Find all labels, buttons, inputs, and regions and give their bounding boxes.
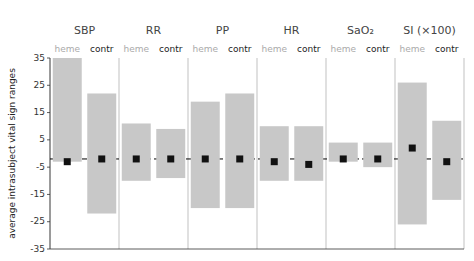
dot [167,155,174,162]
range-bar [294,126,323,181]
range-bar [225,93,254,208]
dot [98,155,105,162]
y-tick-label: 15 [34,107,45,117]
column-label: contr [366,44,390,54]
dot [340,155,347,162]
chart: -35 -25 -15 -5 5 15 25 35 average intrasubject v… [0,0,474,261]
group-label: SI (×100) [403,24,456,37]
range-bar [432,121,461,200]
y-tick-label: -25 [30,216,45,226]
range-bar [363,143,392,168]
column-label: contr [159,44,183,54]
group-label: SaO₂ [347,24,374,37]
group-label: RR [146,24,162,37]
group-separator [119,58,120,249]
column-label: contr [435,44,459,54]
group-separator [188,58,189,249]
range-bar [87,93,116,213]
range-bar [260,126,289,181]
y-tick-label: -35 [30,244,45,254]
x-axis [50,249,464,250]
y-tick-label: 35 [34,53,45,63]
y-tick-label: 25 [34,80,45,90]
plot-marks [50,58,464,224]
column-label: contr [228,44,252,54]
range-bar [329,143,358,162]
y-tick [47,112,50,113]
y-tick-label: 5 [39,134,45,144]
range-bar [122,123,151,180]
dot [236,155,243,162]
column-label: contr [297,44,321,54]
y-tick [47,139,50,140]
group-separator [464,58,465,249]
y-tick [47,167,50,168]
group-separator [50,58,51,249]
column-label: heme [261,44,287,54]
column-label: heme [54,44,80,54]
dot [409,145,416,152]
range-bar [398,83,427,225]
group-separator [257,58,258,249]
group-separator [326,58,327,249]
column-label: contr [90,44,114,54]
dot [133,155,140,162]
range-bar [53,58,82,162]
column-label: heme [192,44,218,54]
y-axis-label: average intrasubject vital sign ranges [7,68,17,239]
range-bar [191,102,220,208]
group-label: PP [216,24,230,37]
y-tick-label: -5 [36,162,45,172]
y-tick-label: -15 [30,189,45,199]
y-tick [47,249,50,250]
y-tick [47,221,50,222]
y-axis [50,58,51,249]
column-label: heme [123,44,149,54]
y-tick [47,85,50,86]
y-tick [47,194,50,195]
dot [271,158,278,165]
y-tick [47,58,50,59]
group-label: HR [284,24,300,37]
column-label: heme [399,44,425,54]
dot [305,161,312,168]
group-label: SBP [74,24,96,37]
column-label: heme [330,44,356,54]
dot [374,155,381,162]
dot [64,158,71,165]
range-bar [156,129,185,178]
dot [202,155,209,162]
group-separator [395,58,396,249]
dot [443,158,450,165]
